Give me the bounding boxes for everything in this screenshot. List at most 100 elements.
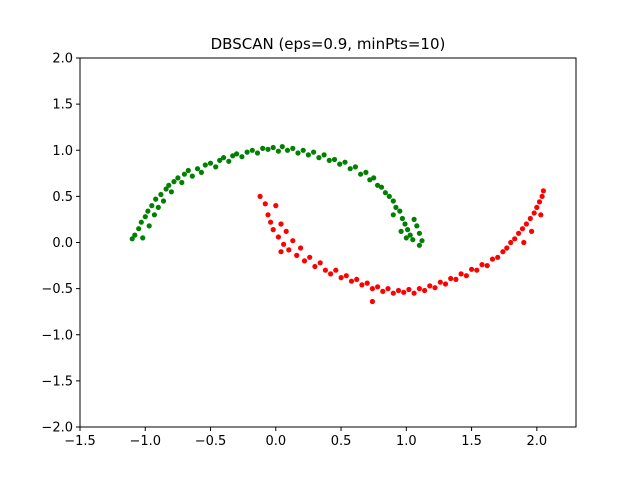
- series-1-point: [270, 227, 276, 233]
- series-1-point: [508, 239, 514, 246]
- x-tick-label: −0.5: [195, 434, 227, 449]
- series-0-point: [419, 238, 425, 244]
- series-1-point: [422, 287, 428, 294]
- series-0-point: [198, 169, 204, 175]
- series-1-point: [375, 284, 381, 290]
- series-0-point: [403, 235, 409, 241]
- y-tick-label: −0.5: [41, 282, 73, 297]
- series-1-point: [539, 193, 545, 199]
- series-1-point: [432, 285, 438, 291]
- series-0-point: [158, 191, 164, 198]
- series-1-point: [307, 254, 313, 260]
- series-1-point: [416, 286, 422, 292]
- series-0-point: [316, 155, 322, 161]
- series-1-point: [268, 219, 274, 225]
- series-0-point: [129, 236, 135, 242]
- series-0-point: [295, 150, 301, 156]
- series-0-point: [407, 232, 413, 238]
- series-1-point: [390, 290, 396, 296]
- y-tick-label: 0.5: [52, 190, 73, 205]
- series-0-point: [179, 179, 185, 186]
- series-0-point: [382, 190, 388, 196]
- series-0-point: [153, 196, 159, 202]
- y-tick-label: 1.0: [52, 144, 73, 159]
- series-1-point: [536, 199, 543, 205]
- series-1-point: [529, 228, 535, 234]
- series-1-point: [278, 221, 284, 227]
- series-1-point: [343, 273, 349, 279]
- series-0-point: [410, 237, 416, 243]
- series-0-point: [399, 215, 405, 222]
- series-0-point: [331, 156, 338, 163]
- series-0-point: [239, 154, 245, 160]
- series-0-point: [151, 212, 157, 218]
- series-0-point: [326, 157, 332, 163]
- y-tick-label: −1.0: [41, 328, 73, 343]
- series-1-point: [359, 282, 365, 288]
- y-tick-label: −1.5: [41, 374, 73, 389]
- series-0-point: [217, 157, 223, 163]
- series-0-point: [386, 193, 392, 199]
- y-axis: −2.0 −1.5 −1.0 −0.5 0.0 0.5 1.0 1.5 2.0: [41, 52, 80, 436]
- series-0-point: [275, 148, 281, 154]
- series-0-point: [393, 204, 399, 210]
- series-1-point: [523, 221, 530, 227]
- series-0-point: [342, 159, 348, 165]
- series-0-point: [136, 226, 142, 232]
- y-tick-label: −2.0: [41, 421, 73, 436]
- series-1-point: [281, 241, 287, 247]
- series-1-point: [484, 263, 490, 269]
- x-tick-label: 0.5: [331, 434, 352, 449]
- series-0-point: [194, 166, 201, 172]
- series-1-point: [495, 254, 501, 260]
- series-0-point: [405, 227, 411, 233]
- series-0-point: [265, 146, 271, 152]
- series-1-point: [519, 226, 526, 232]
- series-1-point: [265, 212, 271, 218]
- series-1-point: [286, 247, 292, 253]
- series-0-point: [337, 161, 343, 167]
- series-1-point: [395, 287, 402, 294]
- series-0-point: [402, 221, 408, 227]
- series-1-point: [354, 276, 360, 282]
- series-0-point: [168, 189, 174, 195]
- series-0-point: [305, 152, 311, 158]
- series-0-point: [347, 166, 353, 172]
- series-1-point: [453, 276, 459, 282]
- series-0-point: [138, 219, 144, 225]
- y-tick-label: 1.5: [52, 98, 73, 113]
- series-0-point: [416, 242, 422, 248]
- series-1-point: [312, 263, 318, 270]
- series-0-point: [414, 223, 420, 229]
- y-tick-label: 2.0: [52, 52, 73, 67]
- x-axis: −1.5 −1.0 −0.5 0.0 0.5 1.0 1.5 2.0: [64, 427, 547, 449]
- series-0-point: [202, 162, 208, 168]
- series-1-point: [411, 290, 417, 296]
- series-0-point: [175, 175, 181, 181]
- series-1-point: [278, 249, 284, 255]
- series-0-point: [226, 158, 232, 164]
- series-0-point: [284, 147, 291, 153]
- series-1-point: [317, 260, 323, 266]
- series-0-point: [290, 145, 296, 151]
- series-1-point: [273, 203, 279, 209]
- series-0-point: [363, 169, 369, 175]
- series-0-point: [260, 145, 266, 151]
- series-1-point: [369, 298, 375, 305]
- series-0-point: [321, 152, 327, 158]
- series-0-point: [146, 223, 152, 229]
- series-1-point: [489, 256, 496, 262]
- x-tick-label: 2.0: [526, 434, 547, 449]
- y-tick-label: 0.0: [52, 236, 73, 251]
- series-1-point: [338, 275, 344, 281]
- series-1-point: [463, 273, 469, 279]
- series-1-point: [534, 204, 540, 210]
- series-0-point: [221, 155, 227, 161]
- series-1-point: [275, 234, 281, 240]
- series-1-point: [328, 271, 334, 277]
- series-0-point: [367, 177, 373, 183]
- series-0-point: [254, 150, 261, 156]
- series-1-point: [527, 215, 533, 222]
- series-0-point: [279, 144, 285, 150]
